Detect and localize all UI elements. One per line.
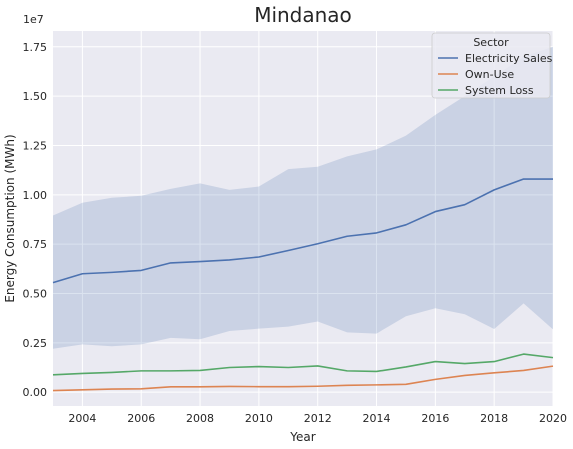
legend: Sector Electricity Sales Own-Use System Lo… [431, 32, 553, 99]
x-tick-label: 2008 [186, 412, 214, 425]
y-tick-label: 0.50 [23, 288, 48, 301]
y-tick-label: 0.00 [23, 386, 48, 399]
confidence-band-layer [53, 46, 553, 349]
y-tick-label: 0.25 [23, 337, 48, 350]
y-axis-multiplier: 1e7 [23, 13, 44, 26]
x-tick-label: 2006 [127, 412, 155, 425]
y-tick-label: 0.75 [23, 238, 48, 251]
series-layer [52, 178, 554, 392]
y-tick-label: 1.50 [23, 90, 48, 103]
x-axis-label: Year [289, 430, 315, 444]
x-tick-label: 2014 [363, 412, 391, 425]
x-tick-label: 2010 [245, 412, 273, 425]
confidence-band [53, 46, 553, 349]
legend-label-electricity-sales: Electricity Sales [465, 52, 553, 65]
y-tick-label: 1.25 [23, 139, 48, 152]
x-tick-label: 2004 [68, 412, 96, 425]
legend-label-system-loss: System Loss [465, 84, 534, 97]
x-tick-label: 2020 [539, 412, 567, 425]
x-tick-label: 2016 [421, 412, 449, 425]
legend-box [431, 32, 551, 99]
y-tick-label: 1.75 [23, 41, 48, 54]
legend-items: Electricity Sales Own-Use System Loss [438, 52, 553, 97]
x-tick-labels: 2004 2006 2008 2010 2012 2014 2016 2018 2020 [68, 412, 567, 425]
legend-label-own-use: Own-Use [465, 68, 514, 81]
series-line-system-loss [52, 353, 554, 376]
y-tick-label: 1.00 [23, 189, 48, 202]
x-tick-label: 2018 [480, 412, 508, 425]
y-tick-labels: 0.00 0.25 0.50 0.75 1.00 1.25 1.50 1.75 [23, 41, 48, 399]
series-line-own-use [52, 365, 554, 392]
y-axis-label: Energy Consumption (MWh) [3, 134, 17, 302]
x-tick-label: 2012 [304, 412, 332, 425]
legend-title: Sector [473, 36, 509, 49]
chart-title: Mindanao [254, 3, 352, 27]
series-line-electricity-sales [52, 178, 553, 284]
